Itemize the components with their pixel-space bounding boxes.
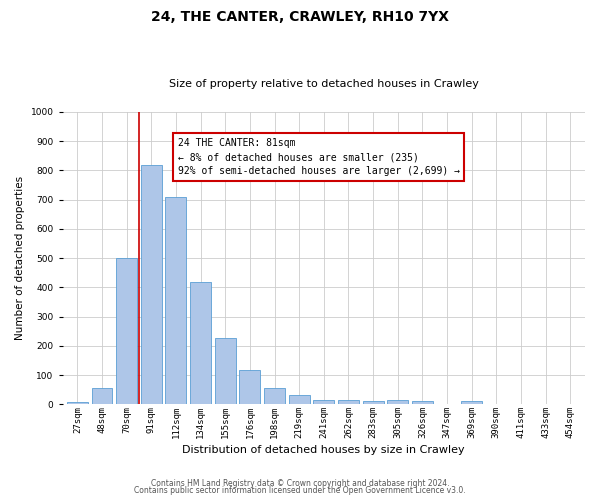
Bar bbox=[264, 388, 285, 404]
Bar bbox=[190, 282, 211, 405]
Bar bbox=[461, 402, 482, 404]
Bar bbox=[166, 197, 187, 404]
Bar bbox=[412, 402, 433, 404]
Bar bbox=[362, 401, 383, 404]
Bar bbox=[239, 370, 260, 404]
Bar bbox=[92, 388, 112, 404]
Text: 24 THE CANTER: 81sqm
← 8% of detached houses are smaller (235)
92% of semi-detac: 24 THE CANTER: 81sqm ← 8% of detached ho… bbox=[178, 138, 460, 176]
Bar bbox=[313, 400, 334, 404]
Bar bbox=[215, 338, 236, 404]
Bar bbox=[289, 395, 310, 404]
X-axis label: Distribution of detached houses by size in Crawley: Distribution of detached houses by size … bbox=[182, 445, 465, 455]
Bar bbox=[387, 400, 408, 404]
Bar bbox=[141, 164, 162, 404]
Bar bbox=[67, 402, 88, 404]
Bar bbox=[338, 400, 359, 404]
Bar bbox=[116, 258, 137, 404]
Text: Contains HM Land Registry data © Crown copyright and database right 2024.: Contains HM Land Registry data © Crown c… bbox=[151, 478, 449, 488]
Text: 24, THE CANTER, CRAWLEY, RH10 7YX: 24, THE CANTER, CRAWLEY, RH10 7YX bbox=[151, 10, 449, 24]
Y-axis label: Number of detached properties: Number of detached properties bbox=[15, 176, 25, 340]
Text: Contains public sector information licensed under the Open Government Licence v3: Contains public sector information licen… bbox=[134, 486, 466, 495]
Title: Size of property relative to detached houses in Crawley: Size of property relative to detached ho… bbox=[169, 79, 479, 89]
